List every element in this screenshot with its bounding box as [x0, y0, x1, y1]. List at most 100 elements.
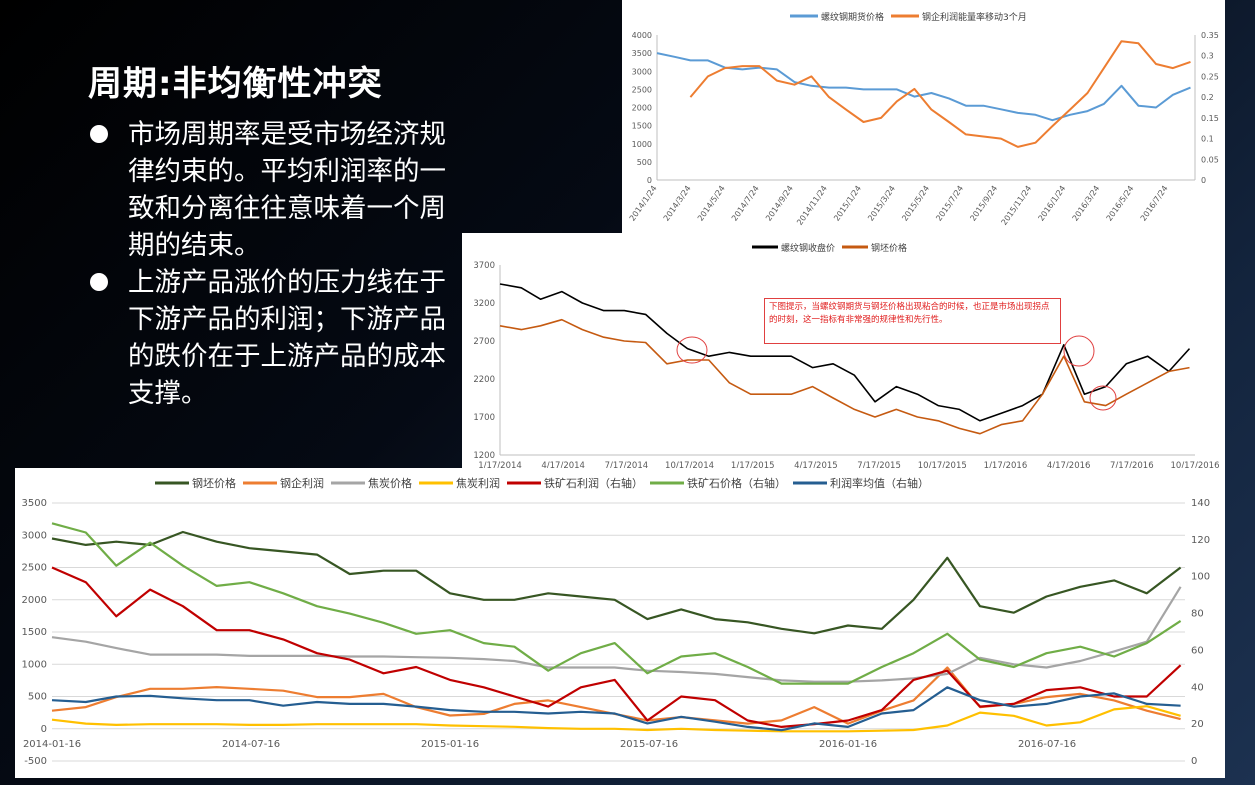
bullet-dot-icon	[90, 273, 108, 291]
x-tick-label: 2015/9/24	[968, 184, 999, 223]
x-tick-label: 2015/3/24	[866, 184, 897, 223]
series-line	[499, 283, 1191, 422]
y2-tick-label: 140	[1191, 498, 1210, 509]
y2-tick-label: 20	[1191, 719, 1204, 730]
x-tick-label: 2014/1/24	[628, 184, 659, 223]
legend-label: 钢企利润	[280, 476, 324, 490]
series-line	[656, 52, 1191, 122]
x-tick-label: 2014/9/24	[764, 184, 795, 223]
y2-tick-label: 100	[1191, 572, 1210, 583]
y2-tick-label: 0.3	[1201, 52, 1214, 61]
legend-label: 焦炭利润	[456, 476, 500, 490]
highlight-circle	[1089, 385, 1117, 411]
x-tick-label: 2014-07-16	[222, 739, 280, 750]
bullet-text: 上游产品涨价的压力线在于下游产品的利润；下游产品的跌价在于上游产品的成本支撑。	[128, 267, 446, 409]
x-tick-label: 2014/5/24	[696, 184, 727, 223]
x-tick-label: 2014/3/24	[662, 184, 693, 223]
y2-tick-label: 0.2	[1201, 93, 1214, 102]
y2-tick-label: 0	[1201, 176, 1206, 185]
y2-tick-label: 60	[1191, 645, 1204, 656]
series-line	[689, 40, 1191, 148]
legend-label: 螺纹钢收盘价	[781, 242, 835, 254]
x-tick-label: 1/17/2014	[478, 461, 522, 470]
x-tick-label: 7/17/2014	[605, 461, 649, 470]
y-tick-label: 3000	[22, 530, 47, 541]
chart-annotation: 下图提示，当螺纹钢期货与钢坯价格出现粘合的时候，也正是市场出现拐点的时刻，这一指…	[764, 298, 1061, 344]
series-line	[51, 705, 1181, 733]
legend-label: 铁矿石价格（右轴）	[687, 476, 786, 490]
x-tick-label: 2015-07-16	[620, 739, 678, 750]
x-tick-label: 2014/7/24	[730, 184, 761, 223]
x-tick-label: 2016-07-16	[1018, 739, 1076, 750]
y2-tick-label: 0.05	[1201, 155, 1219, 164]
x-tick-label: 2014/11/24	[795, 184, 829, 227]
highlight-circle	[1063, 335, 1095, 367]
series-line	[499, 318, 1190, 435]
series-line	[51, 522, 1182, 685]
y-tick-label: 3500	[632, 49, 652, 58]
series-line	[51, 566, 1182, 728]
y2-tick-label: 80	[1191, 609, 1204, 620]
x-tick-label: 2015/5/24	[900, 184, 931, 223]
chart-3-svg: -500 0 500 1000 1500 2000 2500 3000 3500 0 20 40 60 8…	[22, 476, 1211, 767]
x-tick-label: 2015/7/24	[934, 184, 965, 223]
y2-tick-label: 0	[1191, 756, 1197, 767]
y-tick-label: 1700	[473, 413, 495, 423]
x-tick-label: 2014-01-16	[23, 739, 81, 750]
y-tick-label: 2500	[632, 85, 652, 94]
x-tick-label: 2016/3/24	[1071, 184, 1102, 223]
bullet-dot-icon	[90, 125, 108, 143]
y2-tick-label: 0.15	[1201, 114, 1219, 123]
legend-label: 螺纹钢期货价格	[821, 11, 884, 23]
y-tick-label: 2200	[473, 375, 495, 385]
bullet-list: 市场周期率是受市场经济规律约束的。平均利润率的一致和分离往往意味着一个周期的结束…	[88, 116, 458, 412]
x-tick-label: 2016/1/24	[1037, 184, 1068, 223]
legend-label: 钢坯价格	[192, 476, 236, 490]
highlight-circle	[676, 336, 708, 364]
legend-label: 焦炭价格	[368, 476, 412, 490]
y-tick-label: 2500	[22, 563, 47, 574]
x-tick-label: 2015-01-16	[421, 739, 479, 750]
bullet-item: 市场周期率是受市场经济规律约束的。平均利润率的一致和分离往往意味着一个周期的结束…	[88, 116, 458, 264]
y-tick-label: 0	[41, 724, 47, 735]
industry-chain-chart: -500 0 500 1000 1500 2000 2500 3000 3500 0 20 40 60 8…	[15, 468, 1225, 778]
x-tick-label: 2016/5/24	[1105, 184, 1136, 223]
x-tick-label: 4/17/2016	[1047, 461, 1091, 470]
y-tick-label: 2700	[473, 337, 495, 347]
legend-label: 钢企利润能量率移动3个月	[922, 11, 1027, 23]
x-tick-label: 7/17/2015	[857, 461, 901, 470]
x-tick-label: 10/17/2016	[1171, 461, 1220, 470]
series-line	[51, 586, 1182, 683]
rebar-vs-billet-chart: 1200 1700 2200 2700 3200 3700 1/17/2014 4/17/20…	[462, 233, 1225, 470]
y-tick-label: -500	[24, 756, 47, 767]
legend-label: 利润率均值（右轴）	[830, 476, 929, 490]
y-tick-label: 1500	[22, 627, 47, 638]
y-tick-label: 500	[28, 692, 47, 703]
bullet-text: 市场周期率是受市场经济规律约束的。平均利润率的一致和分离往往意味着一个周期的结束…	[128, 119, 446, 261]
x-tick-label: 1/17/2015	[731, 461, 775, 470]
y-tick-label: 1000	[632, 140, 652, 149]
legend-label: 钢坯价格	[871, 242, 907, 254]
slide-title: 周期:非均衡性冲突	[88, 64, 383, 104]
y2-tick-label: 120	[1191, 535, 1210, 546]
y-tick-label: 3700	[473, 261, 495, 271]
y-tick-label: 500	[637, 158, 652, 167]
series-line	[51, 530, 1182, 635]
y2-tick-label: 0.25	[1201, 72, 1219, 81]
y-tick-label: 1200	[473, 451, 495, 461]
x-tick-label: 10/17/2014	[665, 461, 714, 470]
series-line	[51, 686, 1181, 732]
y-tick-label: 3200	[473, 299, 495, 309]
x-tick-label: 2015/11/24	[1000, 184, 1034, 227]
y-tick-label: 0	[647, 176, 652, 185]
x-tick-label: 2016-01-16	[819, 739, 877, 750]
x-tick-label: 4/17/2015	[794, 461, 838, 470]
y2-tick-label: 0.35	[1201, 31, 1219, 40]
legend-label: 铁矿石利润（右轴）	[544, 476, 643, 490]
y-tick-label: 3000	[632, 67, 652, 76]
y-tick-label: 3500	[22, 498, 47, 509]
y-tick-label: 4000	[632, 31, 652, 40]
y-tick-label: 1000	[22, 659, 47, 670]
y2-tick-label: 40	[1191, 682, 1204, 693]
x-tick-label: 4/17/2014	[541, 461, 585, 470]
